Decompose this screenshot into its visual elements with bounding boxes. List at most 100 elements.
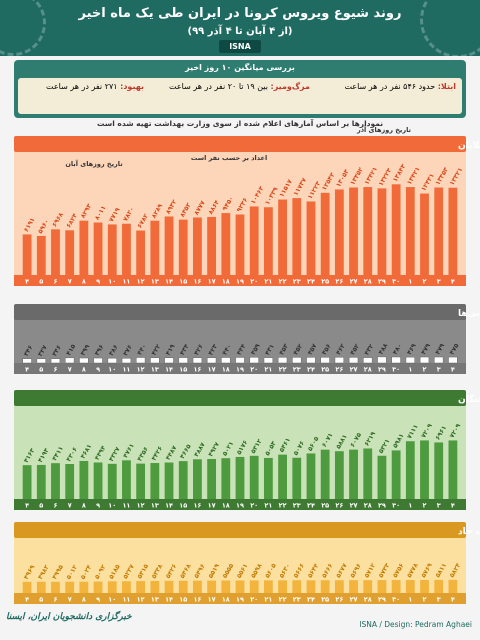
page-subtitle: (از ۴ آبان تا ۴ آذر ۹۹) <box>187 26 293 37</box>
x-tick-label: ۱۰ <box>108 366 116 374</box>
source-note: نمودارها بر اساس آمارهای اعلام شده از سو… <box>96 119 384 128</box>
chart-bar <box>50 358 61 364</box>
x-tick-label: ۱۴ <box>165 502 173 510</box>
x-tick-label: ۷ <box>68 366 72 374</box>
x-axis-strip <box>14 499 466 510</box>
x-tick-label: ۳۰ <box>392 596 400 604</box>
x-tick-label: ۲۶ <box>335 502 343 510</box>
footer-credit: ISNA / Design: Pedram Aghaei <box>359 620 472 629</box>
x-tick-label: ۱۲ <box>137 278 145 286</box>
chart-bar <box>121 358 132 364</box>
x-tick-label: ۱ <box>408 278 412 286</box>
x-tick-label: ۷ <box>68 502 72 510</box>
chart-bar <box>448 356 458 364</box>
chart-bar <box>363 357 373 364</box>
chart-bar <box>420 440 429 499</box>
x-tick-label: ۲۳ <box>293 366 301 374</box>
chart-bar <box>391 450 401 499</box>
data-label: ۳۴۶ <box>23 344 35 358</box>
chart-bar <box>405 187 415 275</box>
x-tick-label: ۲۷ <box>350 596 358 604</box>
x-tick-label: ۶ <box>53 502 57 510</box>
x-tick-label: ۵ <box>39 596 43 604</box>
chart-bar <box>193 580 202 593</box>
chart-bar <box>334 580 344 593</box>
x-tick-label: ۱۳ <box>151 596 159 604</box>
chart-bar <box>278 454 287 499</box>
chart-bar <box>263 357 274 364</box>
chart-bar <box>65 464 75 499</box>
data-label: ۴۳۱ <box>264 343 276 356</box>
chart-bar <box>249 580 259 593</box>
chart-bar <box>349 449 358 499</box>
chart-bar <box>79 460 89 499</box>
chart-bar <box>178 219 188 275</box>
data-label: ۴۳۴ <box>179 343 191 357</box>
data-label: ۴۵۳ <box>278 343 290 357</box>
chart-bar <box>36 358 46 364</box>
chart-bar <box>363 448 373 499</box>
x-tick-label: ۲۳ <box>293 502 301 510</box>
chart-bar <box>65 581 75 593</box>
x-tick-label: ۲۳ <box>293 596 301 604</box>
x-tick-label: ۱ <box>408 596 412 604</box>
x-tick-label: ۱۸ <box>222 502 230 510</box>
data-label: ۴۲۳ <box>207 343 219 357</box>
chart-bar <box>36 464 46 499</box>
chart-bar <box>150 463 160 499</box>
infection-label: ابتلا: <box>437 82 456 91</box>
x-tick-label: ۱۲ <box>137 596 145 604</box>
chart-annotation: اعداد بر حسب نفر است <box>191 154 267 162</box>
chart-bar <box>334 189 344 275</box>
x-tick-label: ۲۲ <box>279 278 287 286</box>
chart-bar <box>377 455 387 499</box>
chart-bar <box>263 457 273 499</box>
chart-bar <box>434 579 444 593</box>
x-tick-label: ۴ <box>25 278 29 286</box>
chart-bar <box>51 229 60 275</box>
chart-bar <box>320 449 330 499</box>
x-tick-label: ۵ <box>39 502 43 510</box>
x-tick-label: ۶ <box>53 596 57 604</box>
chart-bar <box>334 356 345 364</box>
chart-bar <box>107 357 117 364</box>
chart-bar <box>122 581 131 593</box>
x-tick-label: ۲۶ <box>335 366 343 374</box>
summary-heading: بررسی میانگین ۱۰ روز اخیر <box>185 63 295 72</box>
chart-bar <box>51 463 60 499</box>
virus-decoration-icon <box>420 0 480 58</box>
chart-bar <box>249 455 259 499</box>
chart-bar <box>349 187 358 275</box>
data-label: ۴۶۹ <box>406 343 418 357</box>
chart-bar <box>178 580 188 593</box>
x-tick-label: ۱۵ <box>179 502 187 510</box>
chart-bar <box>420 193 429 275</box>
data-label: ۴۵۶ <box>321 343 333 357</box>
x-tick-label: ۳ <box>437 502 441 510</box>
x-tick-label: ۲۶ <box>335 596 343 604</box>
chart-bar <box>93 462 103 499</box>
x-tick-label: ۴ <box>25 502 29 510</box>
x-tick-label: ۱۷ <box>208 366 216 374</box>
data-label: ۴۱۹ <box>165 343 177 357</box>
data-label: ۴۳۲ <box>363 343 375 357</box>
x-tick-label: ۲۰ <box>250 366 258 374</box>
chart-bar <box>306 201 316 275</box>
chart-bar <box>434 442 444 499</box>
x-tick-label: ۱۱ <box>122 502 130 510</box>
chart-bar <box>292 198 302 275</box>
chart-bar <box>263 207 273 275</box>
chart-bar <box>391 184 401 275</box>
x-tick-label: ۳ <box>437 366 441 374</box>
x-tick-label: ۱۹ <box>236 366 244 374</box>
death-summary: مرگ‌ومیر: بین ۱۹ تا ۲۰ نفر در هر ساعت <box>169 82 310 91</box>
x-tick-label: ۲۵ <box>321 278 329 286</box>
x-tick-label: ۱۶ <box>193 366 201 374</box>
chart-title: مبتلایان <box>458 141 480 151</box>
chart-bar <box>235 580 245 593</box>
chart-bar <box>278 199 287 275</box>
chart-bar <box>320 580 330 593</box>
data-label: ۳۹۶ <box>94 343 106 357</box>
chart-bar <box>235 214 245 275</box>
